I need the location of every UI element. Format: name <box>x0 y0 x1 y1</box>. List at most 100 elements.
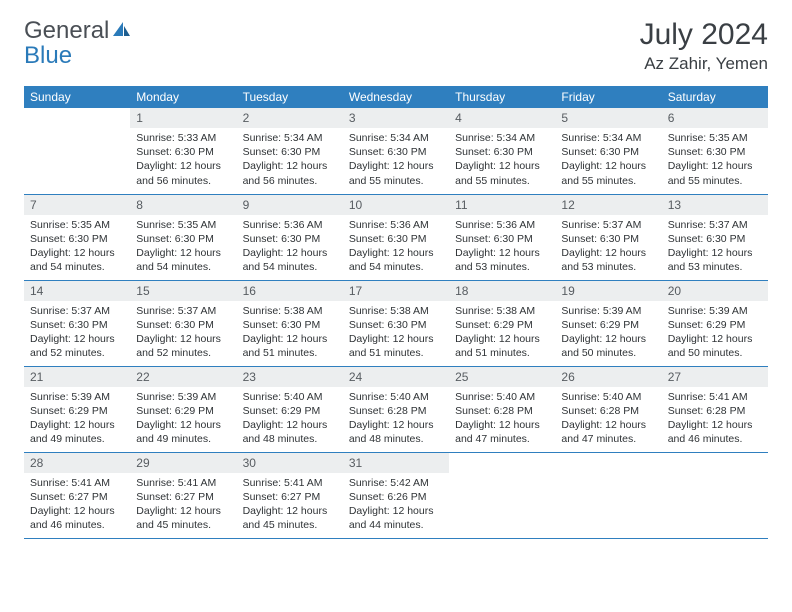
daylight-text: Daylight: 12 hours and 52 minutes. <box>30 332 124 360</box>
day-number <box>555 453 661 473</box>
day-details: Sunrise: 5:40 AMSunset: 6:29 PMDaylight:… <box>237 387 343 452</box>
daylight-text: Daylight: 12 hours and 53 minutes. <box>561 246 655 274</box>
calendar-row: 21Sunrise: 5:39 AMSunset: 6:29 PMDayligh… <box>24 366 768 452</box>
day-number: 17 <box>343 281 449 301</box>
day-details: Sunrise: 5:37 AMSunset: 6:30 PMDaylight:… <box>24 301 130 366</box>
day-details: Sunrise: 5:37 AMSunset: 6:30 PMDaylight:… <box>555 215 661 280</box>
day-number: 5 <box>555 108 661 128</box>
brand-part2: Blue <box>24 42 72 69</box>
day-number <box>449 453 555 473</box>
day-details: Sunrise: 5:36 AMSunset: 6:30 PMDaylight:… <box>449 215 555 280</box>
day-number: 27 <box>662 367 768 387</box>
calendar-cell: 8Sunrise: 5:35 AMSunset: 6:30 PMDaylight… <box>130 194 236 280</box>
daylight-text: Daylight: 12 hours and 55 minutes. <box>455 159 549 187</box>
sunset-text: Sunset: 6:30 PM <box>136 318 230 332</box>
day-number: 19 <box>555 281 661 301</box>
sunrise-text: Sunrise: 5:36 AM <box>349 218 443 232</box>
calendar-cell: 10Sunrise: 5:36 AMSunset: 6:30 PMDayligh… <box>343 194 449 280</box>
day-header: Tuesday <box>237 86 343 108</box>
calendar-cell: 1Sunrise: 5:33 AMSunset: 6:30 PMDaylight… <box>130 108 236 194</box>
day-number: 12 <box>555 195 661 215</box>
sunset-text: Sunset: 6:30 PM <box>455 145 549 159</box>
sunset-text: Sunset: 6:30 PM <box>349 318 443 332</box>
daylight-text: Daylight: 12 hours and 51 minutes. <box>243 332 337 360</box>
calendar-cell: 20Sunrise: 5:39 AMSunset: 6:29 PMDayligh… <box>662 280 768 366</box>
page-header: GeneralBlue July 2024 Az Zahir, Yemen <box>24 18 768 74</box>
sunset-text: Sunset: 6:30 PM <box>561 232 655 246</box>
daylight-text: Daylight: 12 hours and 47 minutes. <box>561 418 655 446</box>
daylight-text: Daylight: 12 hours and 53 minutes. <box>668 246 762 274</box>
sunrise-text: Sunrise: 5:37 AM <box>30 304 124 318</box>
sunset-text: Sunset: 6:29 PM <box>136 404 230 418</box>
sunrise-text: Sunrise: 5:39 AM <box>561 304 655 318</box>
calendar-cell: 28Sunrise: 5:41 AMSunset: 6:27 PMDayligh… <box>24 452 130 538</box>
day-number: 30 <box>237 453 343 473</box>
sunrise-text: Sunrise: 5:34 AM <box>243 131 337 145</box>
day-number: 3 <box>343 108 449 128</box>
day-details: Sunrise: 5:38 AMSunset: 6:29 PMDaylight:… <box>449 301 555 366</box>
day-number: 16 <box>237 281 343 301</box>
sunrise-text: Sunrise: 5:41 AM <box>136 476 230 490</box>
calendar-cell: 4Sunrise: 5:34 AMSunset: 6:30 PMDaylight… <box>449 108 555 194</box>
calendar-body: 1Sunrise: 5:33 AMSunset: 6:30 PMDaylight… <box>24 108 768 538</box>
day-details: Sunrise: 5:39 AMSunset: 6:29 PMDaylight:… <box>555 301 661 366</box>
day-details: Sunrise: 5:34 AMSunset: 6:30 PMDaylight:… <box>449 128 555 193</box>
sunrise-text: Sunrise: 5:34 AM <box>455 131 549 145</box>
calendar-cell <box>662 452 768 538</box>
sunset-text: Sunset: 6:30 PM <box>30 232 124 246</box>
day-number: 6 <box>662 108 768 128</box>
day-number: 14 <box>24 281 130 301</box>
sunset-text: Sunset: 6:29 PM <box>668 318 762 332</box>
day-details: Sunrise: 5:40 AMSunset: 6:28 PMDaylight:… <box>555 387 661 452</box>
day-details: Sunrise: 5:38 AMSunset: 6:30 PMDaylight:… <box>237 301 343 366</box>
calendar-cell: 26Sunrise: 5:40 AMSunset: 6:28 PMDayligh… <box>555 366 661 452</box>
day-number: 20 <box>662 281 768 301</box>
daylight-text: Daylight: 12 hours and 46 minutes. <box>668 418 762 446</box>
sunrise-text: Sunrise: 5:35 AM <box>668 131 762 145</box>
calendar-cell: 2Sunrise: 5:34 AMSunset: 6:30 PMDaylight… <box>237 108 343 194</box>
sunset-text: Sunset: 6:30 PM <box>668 232 762 246</box>
calendar-cell: 22Sunrise: 5:39 AMSunset: 6:29 PMDayligh… <box>130 366 236 452</box>
day-number: 4 <box>449 108 555 128</box>
daylight-text: Daylight: 12 hours and 55 minutes. <box>668 159 762 187</box>
day-details: Sunrise: 5:34 AMSunset: 6:30 PMDaylight:… <box>555 128 661 193</box>
day-details: Sunrise: 5:41 AMSunset: 6:27 PMDaylight:… <box>24 473 130 538</box>
daylight-text: Daylight: 12 hours and 53 minutes. <box>455 246 549 274</box>
calendar-cell: 31Sunrise: 5:42 AMSunset: 6:26 PMDayligh… <box>343 452 449 538</box>
calendar-cell: 25Sunrise: 5:40 AMSunset: 6:28 PMDayligh… <box>449 366 555 452</box>
day-header: Friday <box>555 86 661 108</box>
day-details: Sunrise: 5:39 AMSunset: 6:29 PMDaylight:… <box>662 301 768 366</box>
daylight-text: Daylight: 12 hours and 48 minutes. <box>349 418 443 446</box>
sunset-text: Sunset: 6:29 PM <box>243 404 337 418</box>
day-number: 22 <box>130 367 236 387</box>
calendar-cell <box>449 452 555 538</box>
daylight-text: Daylight: 12 hours and 46 minutes. <box>30 504 124 532</box>
sunrise-text: Sunrise: 5:34 AM <box>349 131 443 145</box>
sunset-text: Sunset: 6:30 PM <box>30 318 124 332</box>
calendar-cell: 12Sunrise: 5:37 AMSunset: 6:30 PMDayligh… <box>555 194 661 280</box>
day-number: 23 <box>237 367 343 387</box>
daylight-text: Daylight: 12 hours and 45 minutes. <box>136 504 230 532</box>
daylight-text: Daylight: 12 hours and 49 minutes. <box>30 418 124 446</box>
day-number: 31 <box>343 453 449 473</box>
calendar-row: 14Sunrise: 5:37 AMSunset: 6:30 PMDayligh… <box>24 280 768 366</box>
sunrise-text: Sunrise: 5:39 AM <box>668 304 762 318</box>
day-details: Sunrise: 5:39 AMSunset: 6:29 PMDaylight:… <box>24 387 130 452</box>
daylight-text: Daylight: 12 hours and 50 minutes. <box>561 332 655 360</box>
day-details: Sunrise: 5:34 AMSunset: 6:30 PMDaylight:… <box>343 128 449 193</box>
day-number: 29 <box>130 453 236 473</box>
daylight-text: Daylight: 12 hours and 56 minutes. <box>243 159 337 187</box>
day-number: 8 <box>130 195 236 215</box>
daylight-text: Daylight: 12 hours and 56 minutes. <box>136 159 230 187</box>
sunrise-text: Sunrise: 5:35 AM <box>136 218 230 232</box>
sunrise-text: Sunrise: 5:34 AM <box>561 131 655 145</box>
day-details: Sunrise: 5:41 AMSunset: 6:28 PMDaylight:… <box>662 387 768 452</box>
day-header: Sunday <box>24 86 130 108</box>
sunrise-text: Sunrise: 5:38 AM <box>349 304 443 318</box>
daylight-text: Daylight: 12 hours and 48 minutes. <box>243 418 337 446</box>
calendar-cell: 7Sunrise: 5:35 AMSunset: 6:30 PMDaylight… <box>24 194 130 280</box>
day-number: 28 <box>24 453 130 473</box>
day-number: 1 <box>130 108 236 128</box>
sunset-text: Sunset: 6:30 PM <box>668 145 762 159</box>
sunset-text: Sunset: 6:30 PM <box>136 145 230 159</box>
